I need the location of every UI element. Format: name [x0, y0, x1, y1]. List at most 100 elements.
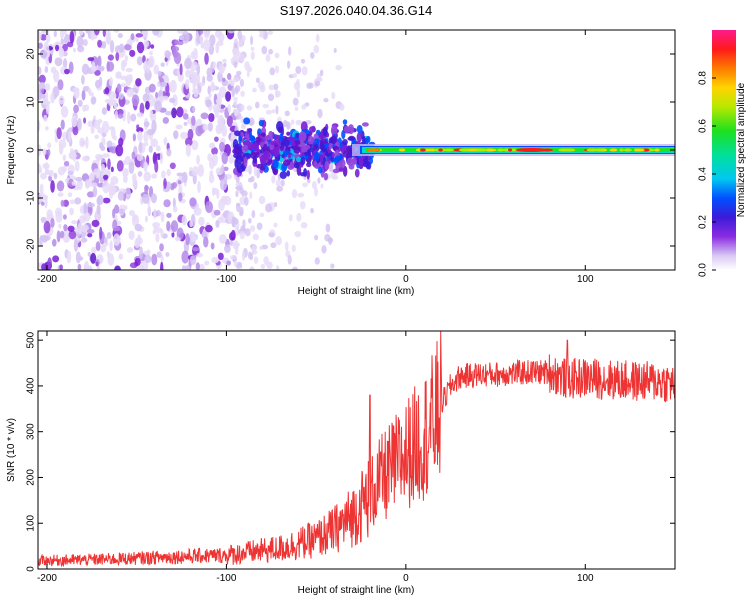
spectrogram-noise-blob [59, 30, 65, 39]
spectrogram-noise-blob [229, 80, 235, 87]
spectrogram-noise-blob [39, 93, 46, 99]
spectrogram-noise-blob [218, 69, 225, 75]
spectrogram-noise-blob [261, 45, 268, 55]
carrier-peak [586, 148, 594, 152]
spectrogram-noise-blob [136, 112, 144, 118]
spectrogram-signal-blob [235, 143, 243, 150]
spectrogram-noise-blob [221, 152, 229, 165]
spectrogram-noise-blob [83, 202, 87, 215]
spectrogram-noise-blob [149, 51, 153, 56]
spectrogram-noise-blob [117, 33, 123, 39]
spectrogram-noise-blob [306, 178, 311, 184]
spectrogram-noise-blob [211, 256, 220, 264]
spectrogram-noise-blob [259, 212, 265, 218]
spectrogram-noise-blob [292, 73, 298, 79]
spectrogram-noise-blob [204, 224, 213, 233]
spectrogram-noise-blob [217, 32, 225, 42]
spectrogram-noise-blob [236, 261, 243, 267]
spectrogram-signal-blob [332, 168, 340, 174]
spectrogram-signal-blob [328, 137, 334, 145]
spectrogram-noise-blob [75, 251, 81, 264]
spectrogram-signal-blob [306, 169, 310, 180]
spectrogram-noise-blob [205, 99, 212, 108]
spectrogram-y-tick-label: -10 [26, 190, 37, 205]
spectrogram-noise-blob [288, 214, 293, 222]
spectrogram-noise-blob [235, 185, 243, 191]
spectrogram-noise-blob [209, 142, 216, 149]
spectrogram-noise-blob [95, 261, 99, 267]
spectrogram-noise-blob [40, 172, 47, 180]
spectrogram-noise-blob [109, 40, 115, 54]
spectrogram-noise-blob [59, 99, 64, 105]
spectrogram-noise-blob [268, 84, 275, 91]
spectrogram-noise-blob [258, 33, 265, 38]
spectrogram-noise-blob [87, 202, 95, 208]
spectrogram-noise-blob [131, 214, 140, 227]
spectrogram-signal-blob [361, 135, 366, 147]
spectrogram-noise-blob [108, 181, 115, 195]
spectrogram-noise-blob [71, 115, 78, 128]
spectrogram-noise-blob [226, 260, 232, 266]
spectrogram-noise-blob [165, 252, 170, 257]
carrier-peak [515, 148, 548, 152]
spectrogram-noise-blob [156, 251, 162, 259]
spectrogram-noise-blob [222, 58, 227, 63]
spectrogram-noise-blob [60, 199, 65, 207]
spectrogram-noise-blob [86, 191, 95, 198]
spectrogram-noise-blob [169, 97, 176, 104]
spectrogram-noise-blob [314, 186, 318, 197]
spectrogram-noise-blob [314, 257, 320, 265]
spectrogram-noise-blob [296, 88, 301, 98]
spectrogram-noise-blob [173, 52, 182, 64]
spectrogram-signal-blob [302, 144, 311, 150]
spectrogram-noise-blob [84, 179, 91, 189]
spectrogram-signal-blob [306, 162, 312, 168]
spectrogram-y-tick-label: 20 [26, 48, 37, 60]
spectrogram-signal-blob [248, 127, 253, 133]
spectrogram-noise-blob [218, 141, 226, 152]
spectrogram-noise-blob [198, 263, 205, 270]
spectrogram-noise-blob [244, 228, 251, 237]
spectrogram-noise-blob [288, 74, 294, 79]
spectrogram-noise-blob [106, 232, 112, 239]
spectrogram-noise-blob [189, 220, 193, 228]
spectrogram-signal-blob [243, 156, 248, 168]
spectrogram-noise-blob [275, 105, 279, 115]
spectrogram-noise-blob [93, 168, 100, 176]
spectrogram-noise-blob [256, 222, 263, 231]
spectrogram-noise-blob [276, 185, 284, 192]
carrier-peak [419, 148, 426, 152]
spectrogram-noise-blob [46, 209, 53, 220]
spectrogram-noise-blob [132, 133, 136, 142]
spectrogram-noise-blob [63, 30, 67, 35]
spectrogram-signal-blob [286, 170, 291, 177]
spectrogram-noise-blob [233, 42, 238, 49]
spectrogram-noise-blob [144, 185, 149, 191]
spectrogram-noise-blob [109, 240, 113, 252]
spectrogram-noise-blob [177, 179, 182, 185]
spectrogram-noise-blob [219, 178, 228, 191]
spectrogram-noise-blob [320, 183, 324, 189]
spectrogram-noise-blob [82, 155, 90, 162]
spectrogram-noise-blob [38, 66, 42, 75]
spectrogram-noise-blob [274, 52, 280, 59]
spectrogram-noise-blob [237, 30, 242, 40]
snr-y-ticks: 0 100 200 300 400 500 [26, 331, 675, 572]
spectrogram-noise-blob [43, 114, 48, 122]
spectrogram-noise-blob [224, 244, 231, 253]
spectrogram-noise-blob [53, 30, 57, 38]
spectrogram-noise-blob [255, 77, 260, 84]
spectrogram-noise-blob [239, 196, 246, 206]
spectrogram-noise-blob [58, 223, 62, 229]
spectrogram-noise-blob [38, 119, 41, 132]
spectrogram-noise-blob [154, 160, 159, 173]
spectrogram-noise-blob [106, 140, 113, 149]
spectrogram-signal-blob [313, 151, 320, 161]
spectrogram-noise-blob [185, 143, 191, 157]
carrier-peak [654, 148, 660, 152]
spectrogram-noise-blob [157, 70, 162, 76]
spectrogram-noise-blob [74, 197, 82, 205]
spectrogram-noise-blob [160, 228, 164, 239]
spectrogram-noise-blob [242, 219, 246, 229]
spectrogram-noise-blob [83, 260, 90, 270]
